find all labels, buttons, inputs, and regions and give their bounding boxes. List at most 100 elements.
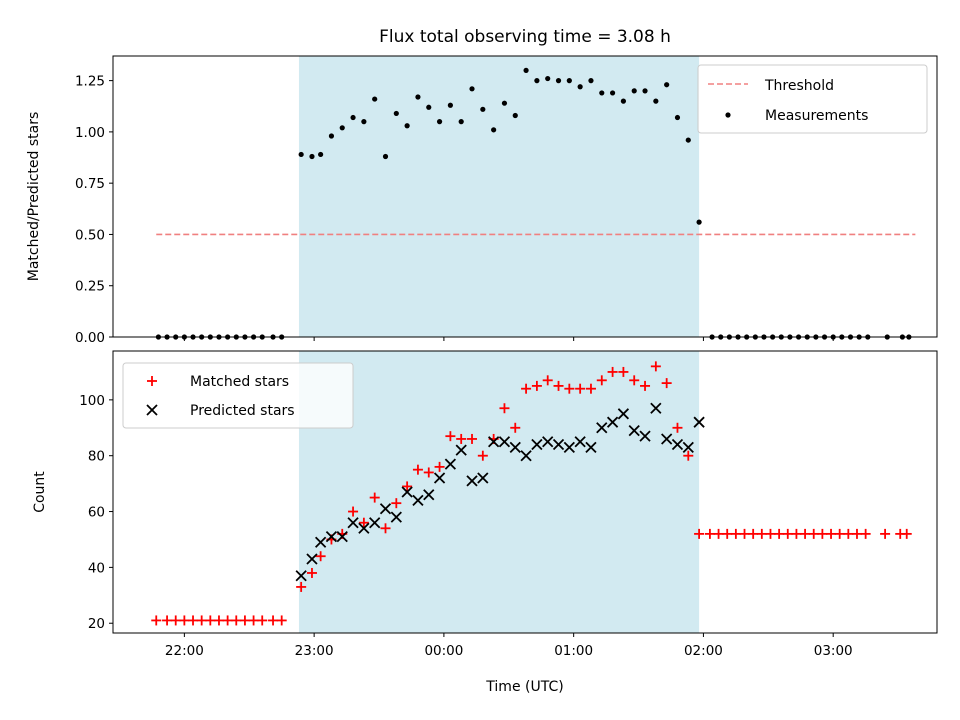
predicted-star-point-b bbox=[466, 475, 478, 487]
predicted-star-point bbox=[671, 438, 684, 451]
matched-star-point bbox=[542, 375, 553, 386]
chart-title: Flux total observing time = 3.08 h bbox=[379, 27, 671, 47]
matched-star-point bbox=[306, 567, 317, 578]
measurement-point bbox=[372, 96, 378, 102]
measurement-point bbox=[501, 100, 508, 106]
matched-star-point bbox=[231, 615, 242, 626]
predicted-star-point bbox=[650, 402, 662, 414]
measurement-point bbox=[393, 110, 399, 117]
matched-star-point bbox=[369, 492, 380, 503]
matched-star-point bbox=[748, 528, 759, 539]
measurement-point bbox=[664, 82, 670, 88]
observing-window-span bbox=[298, 56, 700, 337]
predicted-star-point-b bbox=[606, 416, 619, 428]
measurement-point bbox=[566, 78, 572, 84]
predicted-star-point-b bbox=[531, 438, 543, 451]
predicted-star-point-b bbox=[444, 458, 457, 470]
predicted-star-point bbox=[379, 503, 392, 515]
predicted-star-point-b bbox=[552, 438, 565, 451]
matched-star-point bbox=[713, 528, 724, 539]
predicted-star-point bbox=[531, 438, 543, 451]
matched-star-point bbox=[402, 481, 413, 492]
measurement-point bbox=[588, 78, 594, 84]
measurement-point bbox=[642, 88, 648, 94]
predicted-star-point bbox=[295, 570, 307, 582]
x-tick-label: 01:00 bbox=[554, 643, 593, 659]
predicted-star-point bbox=[693, 416, 705, 428]
predicted-star-point-b bbox=[412, 494, 424, 507]
matched-star-point bbox=[434, 461, 445, 472]
predicted-star-point-b bbox=[585, 441, 597, 453]
measurement-point bbox=[404, 123, 410, 129]
matched-star-point bbox=[826, 528, 837, 539]
ratio-y-tick-label: 0.00 bbox=[75, 330, 105, 346]
matched-star-point bbox=[683, 450, 694, 461]
measurement-point bbox=[415, 94, 421, 100]
predicted-star-point bbox=[498, 436, 511, 448]
predicted-star-point bbox=[390, 511, 402, 523]
measurement-point bbox=[318, 151, 324, 158]
legend-matched-swatch bbox=[147, 376, 157, 386]
predicted-star-point bbox=[574, 436, 586, 448]
predicted-star-point-b bbox=[639, 430, 651, 442]
matched-star-point bbox=[765, 528, 776, 539]
matched-star-point bbox=[739, 528, 750, 539]
predicted-star-point-b bbox=[306, 553, 318, 565]
matched-star-point bbox=[499, 403, 510, 414]
matched-star-point bbox=[531, 380, 542, 391]
ratio-legend: Threshold Measurements bbox=[697, 64, 928, 134]
matched-star-point bbox=[661, 378, 672, 389]
matched-star-point bbox=[575, 383, 586, 394]
matched-star-point bbox=[348, 506, 359, 517]
matched-star-point bbox=[672, 422, 683, 433]
count-y-tick-label: 100 bbox=[79, 393, 105, 409]
predicted-star-point bbox=[661, 433, 673, 445]
matched-star-point bbox=[521, 383, 532, 394]
count-x-ticks: 22:00 23:00 00:00 01:00 02:00 03:00 bbox=[165, 633, 853, 659]
legend-x-mark bbox=[146, 404, 158, 416]
matched-star-point bbox=[423, 467, 434, 478]
matched-star-point bbox=[722, 528, 733, 539]
measurement-point bbox=[436, 119, 443, 125]
predicted-star-point-b bbox=[401, 486, 413, 498]
matched-star-point bbox=[585, 383, 596, 394]
predicted-star-point-b bbox=[358, 522, 370, 534]
matched-star-point bbox=[618, 366, 629, 377]
legend-measurements-label: Measurements bbox=[765, 108, 868, 124]
matched-star-point bbox=[694, 528, 705, 539]
predicted-star-point-b bbox=[347, 517, 359, 529]
x-axis-label: Time (UTC) bbox=[485, 679, 563, 695]
measurement-point bbox=[458, 119, 464, 125]
predicted-star-point bbox=[444, 458, 457, 470]
matched-star-point bbox=[782, 528, 793, 539]
predicted-star-point-b bbox=[433, 472, 446, 484]
ratio-axes-frame bbox=[112, 55, 938, 338]
matched-star-point bbox=[800, 528, 811, 539]
predicted-star-point-b bbox=[661, 433, 673, 445]
predicted-star-point-b bbox=[455, 444, 467, 456]
matched-star-point bbox=[834, 528, 845, 539]
matched-star-point bbox=[380, 523, 391, 534]
matched-star-point bbox=[851, 528, 862, 539]
count-legend-box bbox=[122, 362, 354, 429]
matched-star-point bbox=[477, 450, 488, 461]
legend-predicted-label: Predicted stars bbox=[190, 403, 295, 419]
matched-star-point bbox=[467, 433, 478, 444]
count-y-tick-label: 80 bbox=[88, 449, 105, 465]
matched-star-point bbox=[205, 615, 216, 626]
predicted-star-point-b bbox=[520, 450, 532, 462]
measurement-point bbox=[350, 114, 356, 121]
predicted-star-point bbox=[466, 475, 478, 487]
ratio-y-tick-label: 0.75 bbox=[75, 176, 105, 192]
predicted-star-point-b bbox=[295, 570, 307, 582]
predicted-star-point bbox=[542, 436, 554, 448]
matched-star-point bbox=[553, 380, 564, 391]
predicted-star-point bbox=[682, 441, 694, 453]
predicted-star-point-b bbox=[693, 416, 705, 428]
predicted-star-point bbox=[325, 531, 338, 543]
predicted-star-point bbox=[488, 436, 500, 448]
count-y-tick-label: 60 bbox=[88, 505, 105, 521]
measurement-point bbox=[609, 90, 616, 96]
matched-star-point bbox=[391, 498, 402, 509]
ratio-y-tick-label: 1.00 bbox=[75, 125, 105, 141]
